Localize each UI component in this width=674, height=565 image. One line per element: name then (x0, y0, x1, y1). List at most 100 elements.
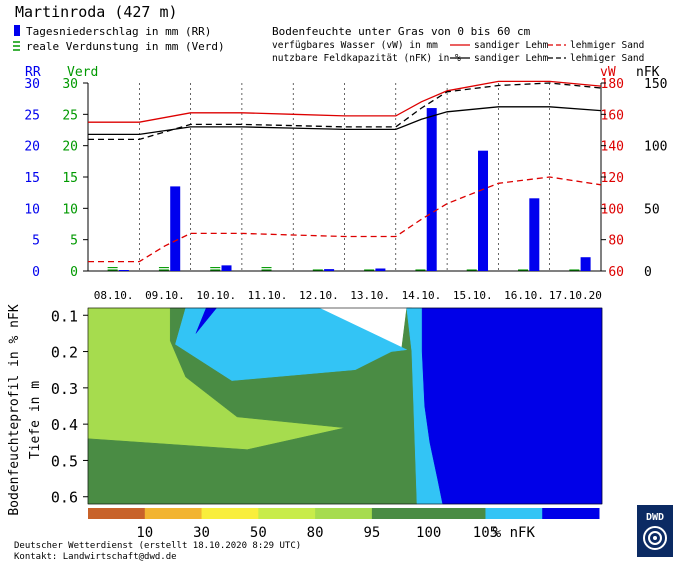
nfk-tick-label: 100 (644, 140, 667, 155)
rr-axis-title: RR (25, 65, 41, 80)
colorbar-swatch (485, 508, 543, 519)
verd-tick-label: 30 (62, 77, 78, 92)
colorbar-tick-label: 105 (473, 525, 498, 541)
profile-ylabel2: Tiefe in m (28, 381, 43, 459)
depth-tick-label: 0.3 (51, 380, 78, 398)
rr-bar (221, 265, 232, 271)
rr-tick-label: 0 (32, 265, 40, 280)
rr-bar (324, 269, 335, 271)
footer-credit: Deutscher Wetterdienst (erstellt 18.10.2… (14, 541, 301, 551)
colorbar-swatch (428, 508, 486, 519)
series-line (88, 80, 602, 123)
rr-tick-label: 30 (24, 77, 40, 92)
top-chart-bars (107, 108, 591, 271)
rr-bar (529, 198, 540, 271)
heatmap-frame (87, 307, 603, 505)
top-chart-lines (88, 80, 602, 263)
colorbar-swatch (144, 508, 203, 519)
nfk-tick-label: 0 (644, 265, 652, 280)
colorbar-tick-label: 50 (250, 525, 267, 541)
depth-tick-label: 0.4 (51, 416, 78, 434)
rr-bar (118, 270, 129, 271)
x-tick-label: 16.10. (504, 289, 544, 302)
soil-moisture-heatmap (87, 307, 603, 505)
moisture-zone (421, 307, 603, 505)
colorbar-tick-label: 30 (193, 525, 210, 541)
colorbar-tick-label: 10 (136, 525, 153, 541)
series-line (88, 106, 602, 136)
x-tick-label: 17.10.20 (549, 289, 602, 302)
rr-tick-label: 10 (24, 202, 40, 217)
rr-legend-label: Tagesniederschlag in mm (RR) (26, 25, 211, 38)
verd-tick-label: 5 (70, 234, 78, 249)
rr-bar (426, 108, 437, 271)
colorbar-swatch (88, 508, 146, 519)
nfk-axis-title: nFK (636, 65, 660, 80)
verd-tick-label: 20 (62, 140, 78, 155)
top-chart-x-labels: 08.10. 09.10. 10.10. 11.10. 12.10. 13.10. 14.1… (94, 289, 602, 302)
legend-nfk-ls-label: lehmiger Sand (570, 53, 644, 64)
rr-tick-label: 25 (24, 108, 40, 123)
colorbar-swatch (258, 508, 316, 519)
rr-legend-swatch (14, 25, 20, 36)
x-tick-label: 11.10. (248, 289, 288, 302)
vw-tick-label: 160 (601, 108, 624, 123)
vw-tick-label: 80 (608, 234, 624, 249)
vw-tick-label: 100 (601, 202, 624, 217)
series-line (88, 176, 602, 263)
rr-bar (580, 257, 591, 271)
colorbar-tick-label: 95 (363, 525, 380, 541)
depth-tick-label: 0.6 (51, 489, 78, 507)
x-tick-label: 13.10. (350, 289, 390, 302)
verd-axis-title: Verd (67, 65, 98, 80)
vw-axis-title: vW (600, 65, 616, 80)
x-tick-label: 14.10. (402, 289, 442, 302)
rr-tick-label: 5 (32, 234, 40, 249)
legend-vw-ls-label: lehmiger Sand (570, 40, 644, 51)
verd-tick-label: 0 (70, 265, 78, 280)
dwd-logo-swirl-inner (648, 531, 662, 545)
profile-ylabel: Bodenfeuchteprofil in % nFK (7, 304, 22, 515)
colorbar-swatch (201, 508, 259, 519)
heatmap-y-ticks: 0.1 0.2 0.3 0.4 0.5 0.6 (51, 307, 88, 507)
vw-tick-label: 140 (601, 140, 624, 155)
depth-tick-label: 0.2 (51, 344, 78, 362)
colorbar-swatch (542, 508, 600, 519)
top-chart-axes: 0 5 10 15 20 25 30 0 5 10 15 20 25 30 60 80 100 120 140 160… (24, 77, 667, 280)
verd-legend-label: reale Verdunstung in mm (Verd) (26, 40, 225, 53)
dwd-logo-text: DWD (646, 512, 664, 523)
x-tick-label: 12.10. (299, 289, 339, 302)
colorbar-labels: 10 30 50 80 95 100 105% nFK (136, 525, 535, 541)
station-title: Martinroda (427 m) (15, 3, 178, 21)
dwd-logo: DWD (637, 505, 673, 557)
colorbar-tick-label: 80 (307, 525, 324, 541)
nfk-label: nutzbare Feldkapazität (nFK) in % (272, 53, 461, 64)
vw-tick-label: 180 (601, 77, 624, 92)
footer-contact: Kontakt: Landwirtschaft@dwd.de (14, 552, 177, 561)
x-tick-label: 08.10. (94, 289, 134, 302)
vw-tick-label: 60 (608, 265, 624, 280)
verd-tick-label: 10 (62, 202, 78, 217)
dwd-logo-swirl-outer (643, 526, 667, 550)
vw-tick-label: 120 (601, 171, 624, 186)
rr-bar (170, 186, 181, 271)
soil-title: Bodenfeuchte unter Gras von 0 bis 60 cm (272, 25, 531, 38)
colorbar-tick-label: 100 (416, 525, 441, 541)
nfk-tick-label: 50 (644, 202, 660, 217)
colorbar-swatch (371, 508, 430, 519)
x-tick-label: 15.10. (453, 289, 493, 302)
verd-tick-label: 15 (62, 171, 78, 186)
colorbar-tick-label: % nFK (493, 525, 536, 541)
rr-tick-label: 15 (24, 171, 40, 186)
depth-tick-label: 0.1 (51, 307, 78, 325)
rr-bar (478, 150, 489, 271)
legend-nfk-sl-label: sandiger Lehm (474, 53, 549, 64)
depth-tick-label: 0.5 (51, 452, 78, 470)
nfk-tick-label: 150 (644, 77, 667, 92)
rr-bar (375, 268, 386, 271)
verd-legend-swatch (13, 41, 20, 51)
x-tick-label: 10.10. (196, 289, 236, 302)
colorbar (88, 508, 600, 519)
